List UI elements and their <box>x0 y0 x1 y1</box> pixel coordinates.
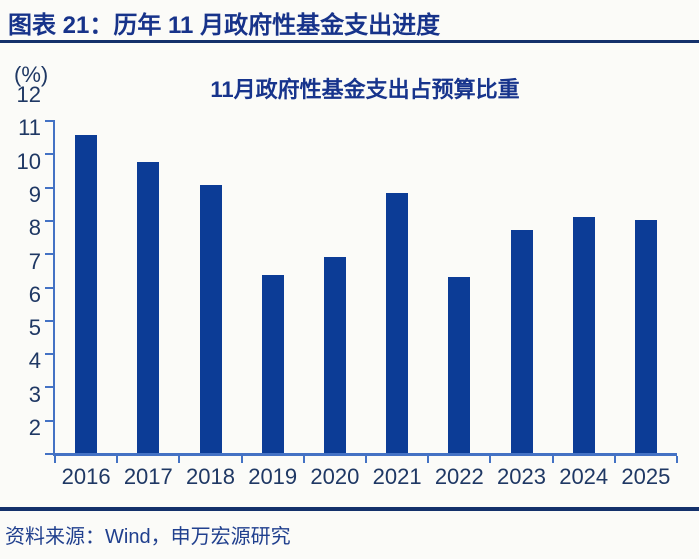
y-axis-tick-label: 2 <box>28 415 41 440</box>
y-axis-tick <box>45 353 53 356</box>
bar-2024 <box>572 216 595 453</box>
y-axis-tick <box>45 286 53 289</box>
y-axis-tick-label: 12 <box>16 82 41 107</box>
x-axis-tick <box>613 456 616 463</box>
y-axis-tick <box>45 253 53 256</box>
x-axis-tick-label: 2021 <box>372 464 422 489</box>
y-axis-tick <box>45 186 53 189</box>
y-axis-tick <box>45 419 53 422</box>
x-axis-tick <box>489 456 492 463</box>
x-axis-tick <box>178 456 181 463</box>
x-axis-tick <box>54 456 56 463</box>
x-axis-tick-label: 2020 <box>310 464 360 489</box>
bar-2020 <box>323 256 346 453</box>
plot-area: 2 3 4 5 6 7 8 9 10 11 12 2016 2017 2018 2019 2020 2021 20… <box>17 82 678 489</box>
header-divider <box>0 40 699 43</box>
bar-2018 <box>199 184 222 453</box>
x-axis-tick <box>116 456 119 463</box>
y-axis-tick <box>45 453 53 455</box>
x-axis-tick-label: 2024 <box>559 464 609 489</box>
bar-2022 <box>448 276 471 453</box>
y-axis-tick-label: 9 <box>28 181 41 207</box>
source-note: 资料来源：Wind，申万宏源研究 <box>5 526 291 548</box>
bar-2025 <box>634 219 657 453</box>
x-axis-tick-label: 2022 <box>434 464 484 489</box>
x-axis-tick <box>427 456 430 463</box>
y-axis-tick-label: 10 <box>16 148 41 174</box>
y-axis-tick-label: 7 <box>28 248 41 274</box>
y-axis-tick <box>45 319 53 322</box>
x-axis-tick <box>365 456 367 463</box>
bar-2016 <box>75 135 98 453</box>
x-axis-tick-label: 2016 <box>61 464 111 489</box>
y-axis-tick-label: 4 <box>28 348 41 374</box>
x-axis-tick-label: 2018 <box>186 464 235 489</box>
x-axis-tick <box>676 456 678 463</box>
x-axis-tick-label: 2025 <box>621 464 671 489</box>
x-axis-tick <box>240 456 243 463</box>
bar-2017 <box>137 161 160 453</box>
y-axis-tick-label: 5 <box>28 315 41 341</box>
y-axis-tick-label: 6 <box>28 281 41 307</box>
y-axis-tick-label: 8 <box>28 215 41 241</box>
x-axis-tick-label: 2019 <box>248 464 298 489</box>
bar-2023 <box>510 229 533 453</box>
y-axis-tick <box>45 120 53 122</box>
figure-header-title: 图表 21：历年 11 月政府性基金支出进度 <box>8 12 441 39</box>
bar-2021 <box>386 193 409 453</box>
y-axis-unit-label: (%) <box>14 62 49 87</box>
x-axis-tick-label: 2017 <box>123 464 173 489</box>
y-axis-tick-label: 3 <box>28 381 41 407</box>
footer-divider <box>0 507 699 511</box>
y-axis-tick <box>45 219 53 222</box>
y-axis-tick <box>45 153 53 156</box>
chart-title: 11月政府性基金支出占预算比重 <box>210 77 520 102</box>
y-axis-tick <box>45 386 53 389</box>
bar-2019 <box>261 274 284 453</box>
y-axis-tick-label: 11 <box>18 115 41 141</box>
x-axis-tick-label: 2023 <box>497 464 546 489</box>
x-axis-tick <box>551 456 554 463</box>
x-axis-tick <box>302 456 305 463</box>
